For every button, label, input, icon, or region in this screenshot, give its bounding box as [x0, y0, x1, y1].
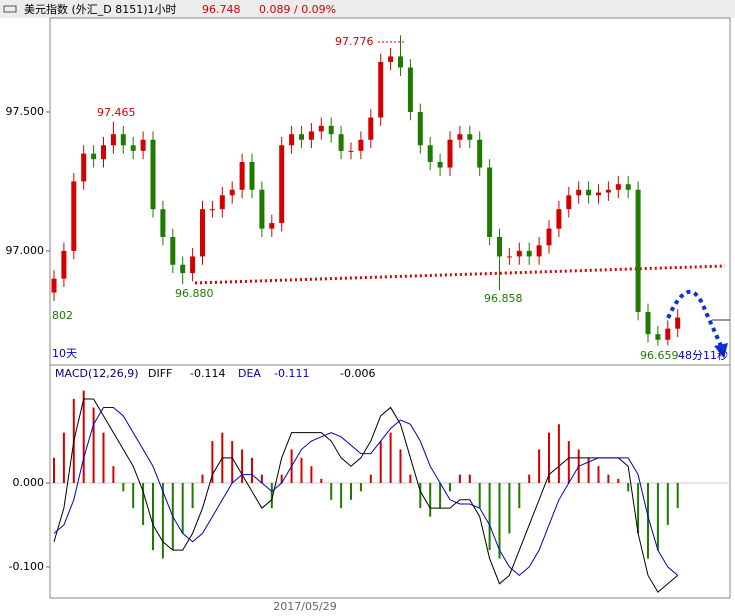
annotation: 97.776 — [335, 35, 374, 48]
header-bar — [0, 0, 735, 18]
macd-line — [53, 406, 679, 576]
candle-body — [378, 61, 384, 118]
candle-body — [239, 161, 245, 190]
candle-body — [556, 209, 562, 229]
header-icon — [3, 5, 17, 13]
plot-frame — [49, 17, 731, 599]
candle-body — [596, 192, 601, 196]
candle-body — [477, 139, 483, 168]
y-tick-label: -0.100 — [9, 560, 44, 573]
candle-body — [110, 134, 116, 146]
candle-body — [398, 56, 403, 68]
candle-body — [219, 195, 225, 210]
candle-body — [249, 161, 255, 190]
candle-body — [605, 189, 611, 193]
header-change: 0.089 / 0.09% — [259, 3, 336, 16]
candle-body — [645, 311, 651, 335]
candle-body — [91, 153, 97, 160]
annotation: 96.858 — [484, 292, 523, 305]
candle-body — [190, 256, 196, 274]
annotation: 802 — [52, 309, 73, 322]
candle-body — [200, 209, 205, 257]
candle-body — [546, 228, 552, 246]
legend-diff: DIFF — [148, 367, 172, 380]
annotation: 48分11秒 — [678, 348, 728, 362]
candle-body — [655, 334, 661, 340]
header-price: 96.748 — [202, 3, 241, 16]
candle-body — [437, 161, 443, 168]
candle-body — [229, 189, 235, 196]
candle-body — [497, 236, 502, 257]
annotation: 97.465 — [97, 106, 136, 119]
candle-body — [209, 209, 215, 211]
candle-body — [447, 139, 453, 168]
y-tick-label: 97.500 — [6, 105, 45, 118]
candle-body — [180, 264, 186, 274]
candle-body — [407, 67, 413, 112]
candle-body — [259, 189, 265, 229]
candle-body — [140, 139, 146, 151]
candle-body — [71, 181, 77, 251]
forecast-arrow — [666, 289, 724, 349]
candle-body — [516, 250, 522, 257]
candle-body — [506, 256, 512, 258]
candle-body — [150, 139, 156, 210]
candle-body — [457, 134, 463, 140]
candle-body — [318, 125, 324, 132]
candle-body — [269, 223, 275, 229]
header-title: 美元指数 (外汇_D 8151)1小时 — [24, 2, 177, 16]
y-tick-label: 0.000 — [13, 476, 45, 489]
candle-body — [160, 209, 166, 237]
x-axis-label: 2017/05/29 — [273, 600, 336, 613]
candle-body — [526, 250, 532, 257]
candle-body — [586, 189, 592, 196]
candle-body — [299, 134, 304, 140]
candle-body — [566, 195, 572, 210]
y-tick-label: 97.000 — [6, 244, 45, 257]
candle-body — [487, 167, 493, 237]
candle-body — [289, 134, 295, 146]
annotation: 10天 — [52, 347, 77, 360]
candle-body — [338, 134, 344, 151]
candle-body — [368, 117, 374, 140]
candle-body — [388, 56, 394, 62]
candle-body — [467, 134, 473, 140]
candle-body — [675, 317, 681, 329]
macd-title: MACD(12,26,9) — [55, 367, 139, 380]
legend-diff-value: -0.114 — [190, 367, 225, 380]
forecast-arrowhead — [714, 343, 728, 358]
candle-body — [328, 125, 334, 135]
candle-body — [615, 184, 621, 190]
support-line — [194, 264, 726, 285]
candle-body — [130, 145, 136, 151]
candle-body — [81, 153, 87, 182]
candle-body — [61, 250, 67, 279]
legend-dea: DEA — [238, 367, 261, 380]
candle-body — [348, 150, 354, 152]
candle-body — [358, 139, 364, 151]
candle-body — [101, 145, 106, 160]
candle-body — [635, 189, 641, 312]
annotation: 96.880 — [175, 287, 214, 300]
candle-body — [536, 245, 542, 257]
candle-body — [51, 278, 57, 293]
candle-body — [417, 111, 423, 146]
candle-body — [427, 145, 433, 162]
legend-dea-value: -0.111 — [274, 367, 309, 380]
macd-line — [53, 398, 679, 593]
candle-body — [576, 189, 582, 196]
candle-body — [625, 184, 631, 190]
legend-macd-value: -0.006 — [340, 367, 375, 380]
candle-body — [308, 131, 314, 140]
candle-body — [665, 328, 671, 340]
annotation: 96.659 — [640, 349, 679, 362]
candle-body — [170, 236, 176, 265]
candle-body — [120, 134, 126, 146]
candle-body — [279, 145, 285, 224]
